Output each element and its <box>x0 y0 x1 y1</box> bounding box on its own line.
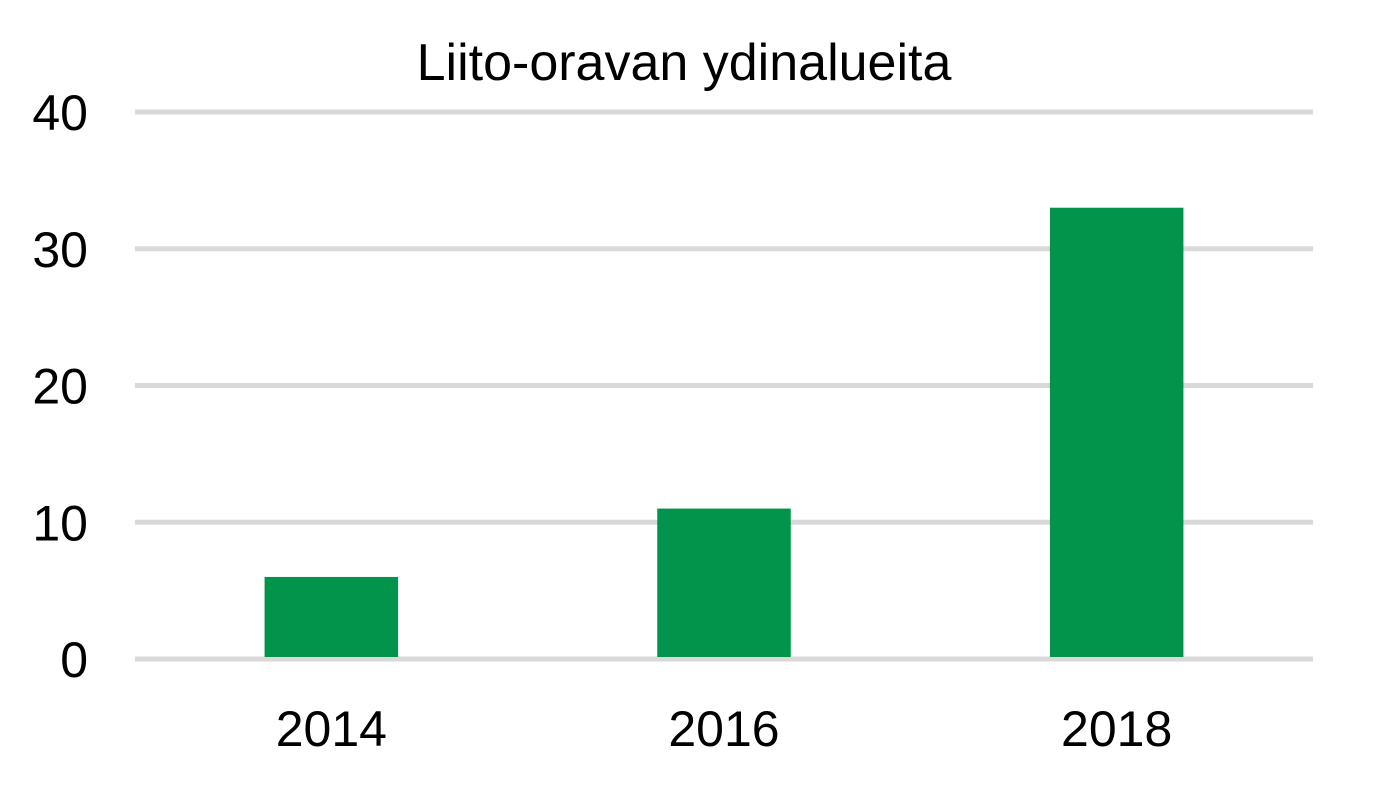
x-axis-tick-labels: 2014 2016 2018 <box>276 701 1173 757</box>
y-tick-label: 10 <box>32 495 88 551</box>
bars <box>264 207 1184 657</box>
bar-2018 <box>1049 207 1184 657</box>
x-tick-label: 2018 <box>1061 701 1172 757</box>
chart-title: Liito-oravan ydinalueita <box>417 34 952 92</box>
bar-2014 <box>264 576 399 657</box>
x-tick-label: 2014 <box>276 701 387 757</box>
y-tick-label: 40 <box>32 85 88 141</box>
y-tick-label: 0 <box>60 632 88 688</box>
y-tick-label: 30 <box>32 222 88 278</box>
bar-2016 <box>657 508 791 657</box>
y-axis-tick-labels: 0 10 20 30 40 <box>32 85 88 688</box>
y-tick-label: 20 <box>32 359 88 415</box>
x-tick-label: 2016 <box>668 701 779 757</box>
